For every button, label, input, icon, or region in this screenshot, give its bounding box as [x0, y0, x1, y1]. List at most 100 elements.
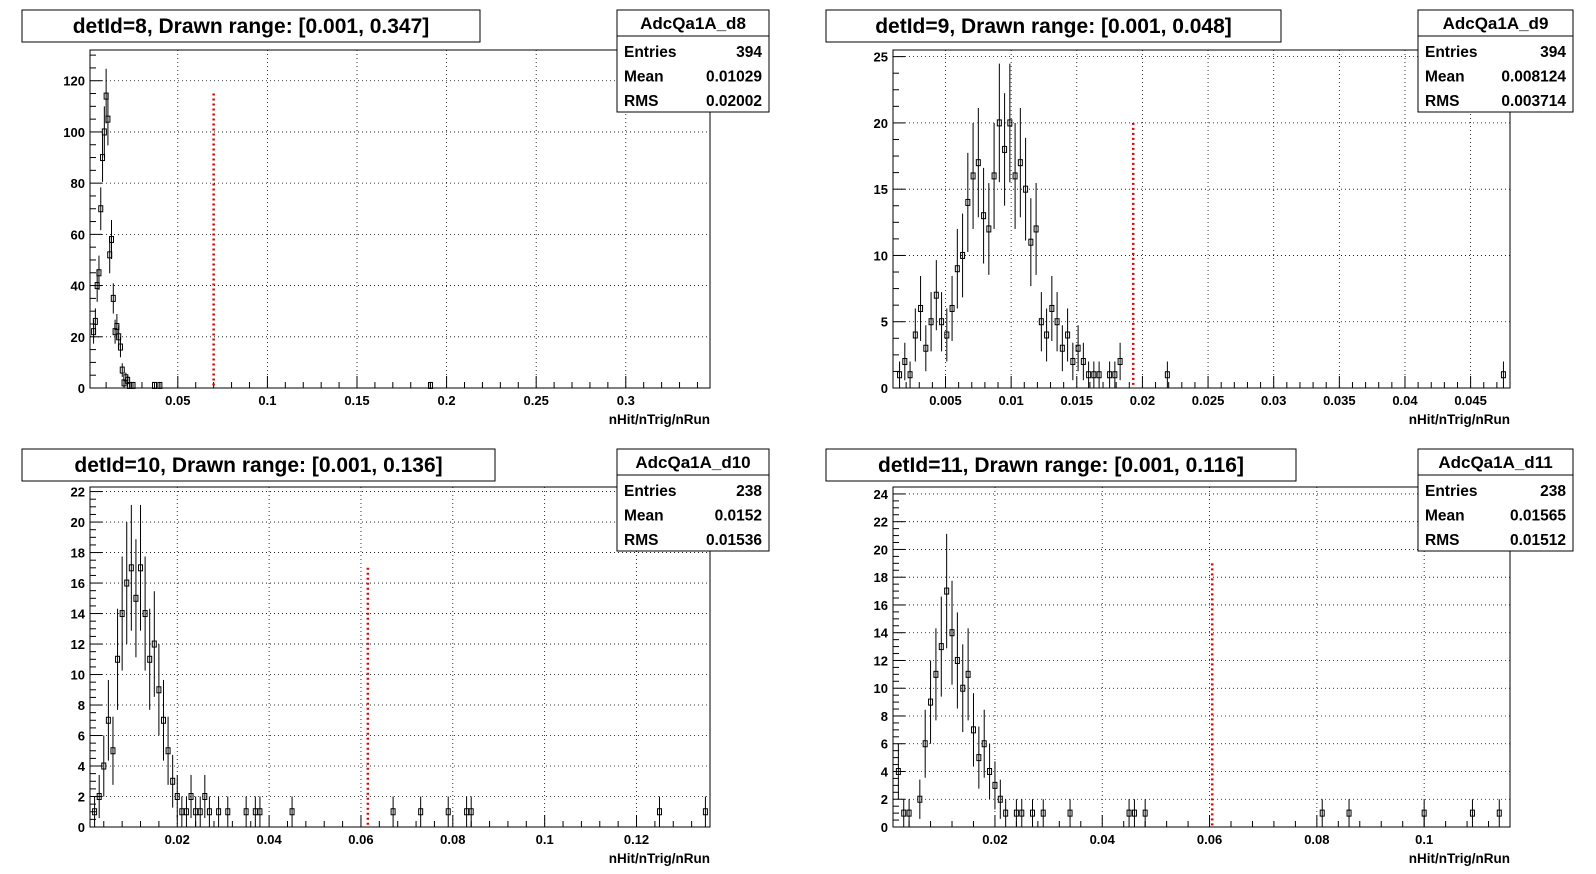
- histogram-bin: [1346, 799, 1352, 827]
- histogram-bin: [174, 774, 180, 819]
- histogram-bin: [1002, 93, 1008, 206]
- histogram-bin: [897, 361, 903, 388]
- histogram-bin: [938, 596, 944, 697]
- stats-box: [616, 9, 770, 113]
- histogram-bin: [1091, 361, 1097, 388]
- histogram-bin: [138, 504, 144, 631]
- chart-title: detId=10, Drawn range: [0.001, 0.136]: [74, 454, 442, 477]
- histogram-bin: [976, 726, 982, 789]
- histogram-bin: [1075, 325, 1081, 372]
- histogram-bin: [179, 796, 185, 827]
- histogram-bin: [912, 308, 918, 362]
- bin-marker: [130, 381, 136, 389]
- x-tick-label: 0.1: [258, 393, 276, 408]
- histogram-bin: [981, 709, 987, 778]
- histogram-bin: [202, 774, 208, 819]
- x-tick-label: 0.04: [256, 832, 282, 847]
- y-tick-label: 20: [874, 542, 888, 557]
- histogram-bin: [133, 539, 139, 658]
- histogram-bin: [1126, 799, 1132, 827]
- histogram-bin: [965, 152, 971, 253]
- y-tick-label: 20: [874, 116, 888, 131]
- x-tick-label: 0.015: [1061, 393, 1094, 408]
- histogram-bin: [165, 716, 171, 785]
- histogram-bin: [949, 276, 955, 341]
- histogram-bin: [1033, 183, 1039, 275]
- stats-label: Mean: [1425, 69, 1465, 86]
- y-tick-label: 8: [881, 709, 888, 724]
- stats-value: 0.02002: [706, 93, 762, 110]
- y-tick-label: 6: [78, 729, 85, 744]
- histogram-bin: [1067, 799, 1073, 827]
- histogram-panel-0: 0 20 40 60 80 100 120 0.05 0.1 0.15 0.2 0.25 0.3 nHit…: [21, 9, 770, 427]
- stats-value: 0.01512: [1510, 532, 1566, 549]
- histogram-bin: [101, 735, 107, 797]
- histogram-bin: [1096, 361, 1102, 388]
- histogram-bin: [954, 612, 960, 709]
- histogram-bin: [901, 799, 907, 827]
- x-tick-label: 0.02: [165, 832, 190, 847]
- stats-label: RMS: [624, 93, 658, 110]
- x-tick-label: 0.08: [440, 832, 465, 847]
- y-tick-label: 25: [874, 50, 888, 65]
- histogram-bin: [1112, 361, 1118, 388]
- histogram-bin: [130, 381, 136, 389]
- stats-label: Entries: [624, 44, 677, 61]
- histogram-bin: [918, 276, 924, 341]
- histogram-panel-1: 0 5 10 15 20 25 0.005 0.01 0.015 0.02 0.025 0.03 0.0…: [825, 9, 1574, 427]
- histogram-bin: [252, 796, 258, 827]
- histogram-bin: [923, 325, 929, 372]
- histogram-bin: [906, 799, 912, 827]
- histogram-bin: [702, 796, 708, 827]
- histogram-bin: [965, 628, 971, 721]
- x-axis-title: nHit/nTrig/nRun: [1409, 851, 1510, 866]
- histogram-bin: [445, 796, 451, 827]
- stats-value: 0.01536: [706, 532, 762, 549]
- histogram-bin: [1142, 799, 1148, 827]
- histogram-bin: [997, 779, 1003, 819]
- histogram-bin: [981, 167, 987, 264]
- y-tick-label: 8: [78, 698, 85, 713]
- histogram-bin: [225, 796, 231, 827]
- histogram-bin: [970, 693, 976, 767]
- stats-value: 238: [1540, 483, 1566, 500]
- histogram-bin: [92, 308, 98, 335]
- y-tick-label: 10: [71, 668, 85, 683]
- histogram-bin: [987, 743, 993, 800]
- x-tick-label: 0.01: [998, 393, 1023, 408]
- histogram-bin: [656, 796, 662, 827]
- x-axis-title: nHit/nTrig/nRun: [609, 851, 710, 866]
- histogram-bin: [464, 796, 470, 827]
- histogram-bin: [1086, 361, 1092, 388]
- histogram-bin: [101, 106, 107, 158]
- histogram-bin: [991, 122, 997, 229]
- x-axis-title: nHit/nTrig/nRun: [1409, 412, 1510, 427]
- x-tick-label: 0.04: [1090, 832, 1116, 847]
- histogram-bin: [1164, 361, 1170, 388]
- chart-title: detId=9, Drawn range: [0.001, 0.048]: [875, 15, 1232, 38]
- histogram-bin: [110, 283, 116, 314]
- histogram-bin: [1500, 361, 1506, 388]
- stats-box: [1417, 9, 1574, 113]
- chart-title: detId=8, Drawn range: [0.001, 0.347]: [73, 15, 430, 38]
- histogram-bin: [289, 796, 295, 827]
- x-tick-label: 0.02: [1130, 393, 1155, 408]
- y-tick-label: 60: [71, 227, 85, 242]
- histogram-bin: [183, 796, 189, 827]
- histogram-bin: [1117, 342, 1123, 381]
- stats-label: Entries: [1425, 483, 1478, 500]
- x-tick-label: 0.045: [1454, 393, 1487, 408]
- y-tick-label: 4: [78, 759, 86, 774]
- stats-name: AdcQa1A_d9: [1443, 14, 1549, 33]
- histogram-bin: [954, 228, 960, 309]
- stats-label: RMS: [1425, 532, 1459, 549]
- histogram-bin: [128, 504, 134, 631]
- histogram-bin: [110, 716, 116, 785]
- stats-value: 0.0152: [715, 508, 762, 525]
- histogram-bin: [895, 743, 901, 800]
- histogram-bin: [117, 336, 123, 358]
- histogram-bin: [1107, 361, 1113, 388]
- histogram-bin: [902, 342, 908, 381]
- histogram-bin: [1007, 63, 1013, 183]
